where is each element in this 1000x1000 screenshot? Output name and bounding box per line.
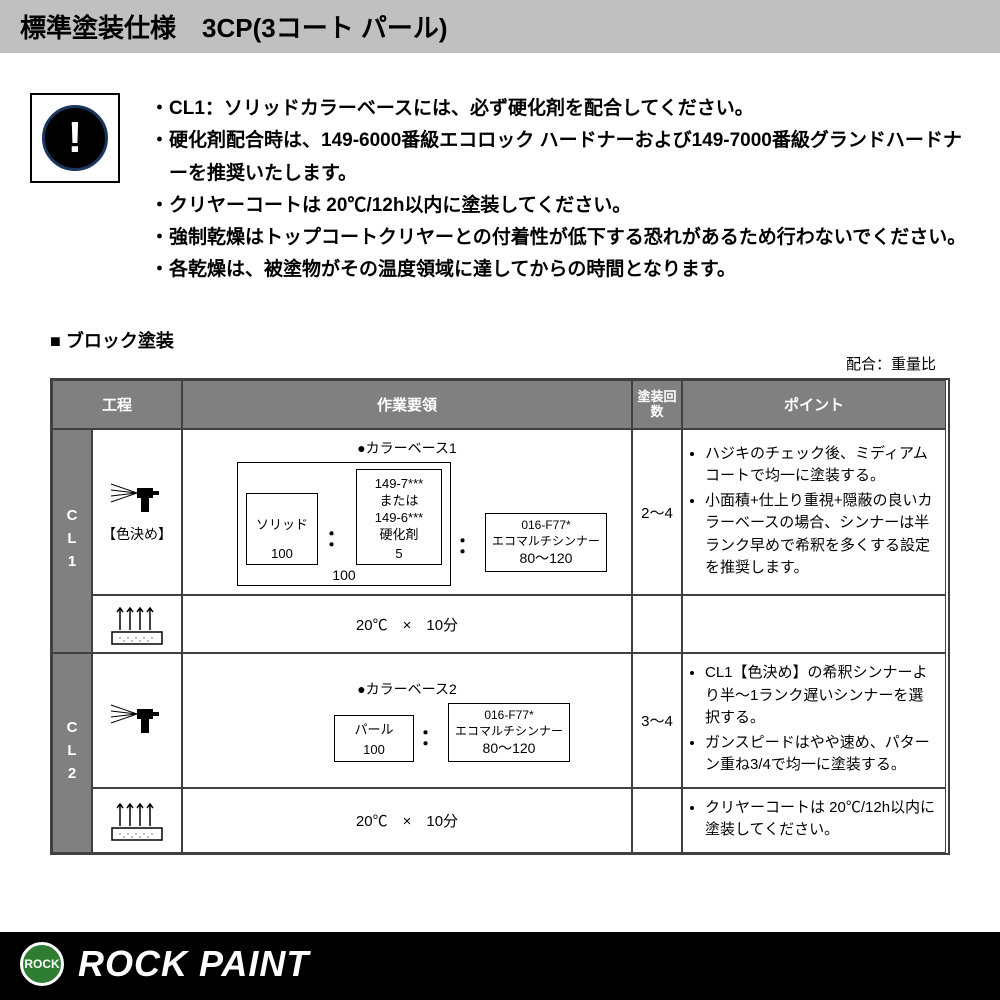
- footer: ROCK ROCK PAINT: [0, 932, 1000, 1000]
- count-cell-cl2: 3～4: [632, 653, 682, 788]
- point-item: ハジキのチェック後、ミディアムコートで均一に塗装する。: [705, 443, 937, 488]
- points-cell-cl1: ハジキのチェック後、ミディアムコートで均一に塗装する。 小面積+仕上り重視+隠蔽…: [682, 429, 946, 595]
- point-item: 小面積+仕上り重視+隠蔽の良いカラーベースの場合、シンナーは半ランク早めで希釈を…: [705, 490, 937, 580]
- empty-cell: [632, 788, 682, 853]
- note-item: ・硬化剤配合時は、149-6000番級エコロック ハードナーおよび149-700…: [150, 125, 970, 190]
- section-heading: ■ ブロック塗装: [0, 327, 1000, 353]
- mix-box-hardener: 149-7*** または 149-6*** 硬化剤 5: [356, 469, 442, 565]
- note-item: ・強制乾燥はトップコートクリヤーとの付着性が低下する恐れがあるため行わないでくだ…: [150, 222, 970, 254]
- process-cell-cl1: 【色決め】: [92, 429, 182, 595]
- process-cell-cl2: [92, 653, 182, 788]
- col-header-count: 塗装回数: [632, 380, 682, 429]
- spray-gun-icon: [107, 701, 167, 741]
- mix-outer-value: 100: [332, 567, 355, 583]
- page-title: 標準塗装仕様 3CP(3コート パール): [0, 0, 1000, 53]
- dry-icon-cell: [92, 788, 182, 853]
- thinner-code: 016-F77*: [492, 518, 600, 534]
- point-item: ガンスピードはやや速め、パターン重ね3/4で均一に塗装する。: [705, 732, 937, 777]
- spec-table: 工程 作業要領 塗装回数 ポイント CL1 【色決め】 ●カラーベース1 ソリッ…: [50, 378, 950, 855]
- thinner-name: エコマルチシンナー: [492, 534, 600, 550]
- dry-text-cl1: 20℃ × 10分: [182, 595, 632, 653]
- note-item: ・クリヤーコートは 20℃/12h以内に塗装してください。: [150, 190, 970, 222]
- mix-value: 100: [341, 742, 407, 759]
- mix-value: 100: [253, 546, 311, 563]
- thinner-range: 80～120: [455, 739, 563, 757]
- notes-list: ・CL1：ソリッドカラーベースには、必ず硬化剤を配合してください。 ・硬化剤配合…: [150, 93, 970, 287]
- mix-box-thinner: 016-F77* エコマルチシンナー 80～120: [485, 513, 607, 572]
- col-header-process: 工程: [52, 380, 182, 429]
- count-cell-cl1: 2～4: [632, 429, 682, 595]
- work-cell-cl1: ●カラーベース1 ソリッド 100 ： 149-7*** または 149-6**…: [182, 429, 632, 595]
- logo-badge-icon: ROCK: [20, 942, 64, 986]
- note-item: ・各乾燥は、被塗物がその温度領域に達してからの時間となります。: [150, 254, 970, 286]
- work-title: ●カラーベース1: [357, 438, 457, 458]
- warning-icon: !: [30, 93, 120, 183]
- notes-section: ! ・CL1：ソリッドカラーベースには、必ず硬化剤を配合してください。 ・硬化剤…: [0, 53, 1000, 307]
- mix-line: または: [363, 493, 435, 510]
- points-cell-cl2-dry: クリヤーコートは 20℃/12h以内に塗装してください。: [682, 788, 946, 853]
- empty-cell: [682, 595, 946, 653]
- ratio-colon: ：: [457, 528, 479, 560]
- brand-name: ROCK PAINT: [78, 943, 309, 985]
- mix-value: 5: [363, 546, 435, 563]
- drying-icon: [108, 798, 166, 842]
- mix-line: 硬化剤: [363, 527, 435, 544]
- row-label-cl1: CL1: [52, 429, 92, 653]
- work-title: ●カラーベース2: [357, 679, 457, 699]
- point-item: CL1【色決め】の希釈シンナーより半～1ランク遅いシンナーを選択する。: [705, 662, 937, 730]
- ratio-colon: ：: [326, 521, 348, 553]
- dry-icon-cell: [92, 595, 182, 653]
- work-cell-cl2: ●カラーベース2 パール 100 ： 016-F77* エコマルチシンナー 80…: [182, 653, 632, 788]
- thinner-range: 80～120: [492, 549, 600, 567]
- mix-label: パール: [341, 722, 407, 739]
- col-header-points: ポイント: [682, 380, 946, 429]
- spray-gun-icon: [107, 480, 167, 520]
- mix-outer-box: ソリッド 100 ： 149-7*** または 149-6*** 硬化剤 5 1…: [237, 462, 451, 586]
- mix-box-solid: ソリッド 100: [246, 493, 318, 565]
- mix-line: 149-6***: [363, 510, 435, 527]
- mix-line: 149-7***: [363, 476, 435, 493]
- point-item: クリヤーコートは 20℃/12h以内に塗装してください。: [705, 797, 937, 842]
- mix-box-thinner: 016-F77* エコマルチシンナー 80～120: [448, 703, 570, 762]
- drying-icon: [108, 602, 166, 646]
- mix-box-pearl: パール 100: [334, 715, 414, 763]
- note-item: ・CL1：ソリッドカラーベースには、必ず硬化剤を配合してください。: [150, 93, 970, 125]
- points-cell-cl2: CL1【色決め】の希釈シンナーより半～1ランク遅いシンナーを選択する。 ガンスピ…: [682, 653, 946, 788]
- process-label: 【色決め】: [102, 524, 172, 544]
- thinner-name: エコマルチシンナー: [455, 724, 563, 740]
- dry-text-cl2: 20℃ × 10分: [182, 788, 632, 853]
- ratio-colon: ：: [420, 720, 442, 752]
- mix-label: ソリッド: [253, 517, 311, 534]
- row-label-cl2: CL2: [52, 653, 92, 853]
- col-header-work: 作業要領: [182, 380, 632, 429]
- thinner-code: 016-F77*: [455, 708, 563, 724]
- ratio-note: 配合：重量比: [0, 353, 1000, 378]
- empty-cell: [632, 595, 682, 653]
